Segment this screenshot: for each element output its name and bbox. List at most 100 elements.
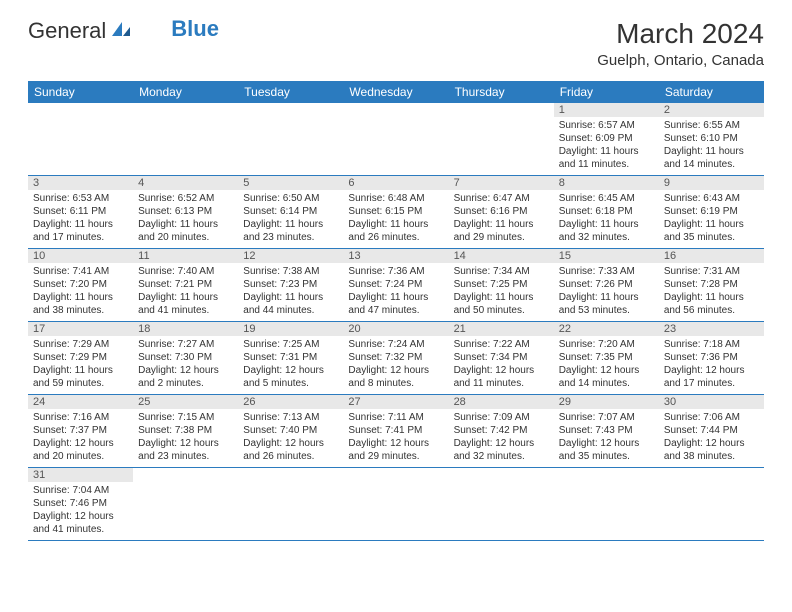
daylight-text-2: and 29 minutes. bbox=[348, 450, 443, 463]
date-number: 24 bbox=[28, 395, 133, 409]
daylight-text-2: and 20 minutes. bbox=[33, 450, 128, 463]
date-number: 1 bbox=[554, 103, 659, 117]
day-details: Sunrise: 7:36 AMSunset: 7:24 PMDaylight:… bbox=[343, 263, 448, 321]
daylight-text-1: Daylight: 12 hours bbox=[664, 437, 759, 450]
sunset-text: Sunset: 7:32 PM bbox=[348, 351, 443, 364]
sunset-text: Sunset: 7:41 PM bbox=[348, 424, 443, 437]
day-cell-15: 15Sunrise: 7:33 AMSunset: 7:26 PMDayligh… bbox=[554, 249, 659, 321]
day-details: Sunrise: 6:52 AMSunset: 6:13 PMDaylight:… bbox=[133, 190, 238, 248]
daylight-text-1: Daylight: 11 hours bbox=[454, 218, 549, 231]
day-cell-16: 16Sunrise: 7:31 AMSunset: 7:28 PMDayligh… bbox=[659, 249, 764, 321]
empty-cell bbox=[238, 103, 343, 175]
week-row: 17Sunrise: 7:29 AMSunset: 7:29 PMDayligh… bbox=[28, 322, 764, 395]
day-cell-9: 9Sunrise: 6:43 AMSunset: 6:19 PMDaylight… bbox=[659, 176, 764, 248]
day-cell-22: 22Sunrise: 7:20 AMSunset: 7:35 PMDayligh… bbox=[554, 322, 659, 394]
day-details: Sunrise: 7:06 AMSunset: 7:44 PMDaylight:… bbox=[659, 409, 764, 467]
day-cell-18: 18Sunrise: 7:27 AMSunset: 7:30 PMDayligh… bbox=[133, 322, 238, 394]
empty-cell bbox=[449, 103, 554, 175]
date-number: 20 bbox=[343, 322, 448, 336]
sunset-text: Sunset: 7:40 PM bbox=[243, 424, 338, 437]
day-details: Sunrise: 7:11 AMSunset: 7:41 PMDaylight:… bbox=[343, 409, 448, 467]
daylight-text-1: Daylight: 12 hours bbox=[348, 437, 443, 450]
sunset-text: Sunset: 7:30 PM bbox=[138, 351, 233, 364]
calendar: SundayMondayTuesdayWednesdayThursdayFrid… bbox=[28, 81, 764, 541]
logo-text-general: General bbox=[28, 18, 106, 44]
sunset-text: Sunset: 7:37 PM bbox=[33, 424, 128, 437]
day-header-monday: Monday bbox=[133, 81, 238, 103]
day-header-thursday: Thursday bbox=[449, 81, 554, 103]
date-number: 12 bbox=[238, 249, 343, 263]
daylight-text-1: Daylight: 12 hours bbox=[454, 364, 549, 377]
sunrise-text: Sunrise: 6:52 AM bbox=[138, 192, 233, 205]
day-details: Sunrise: 7:40 AMSunset: 7:21 PMDaylight:… bbox=[133, 263, 238, 321]
day-cell-4: 4Sunrise: 6:52 AMSunset: 6:13 PMDaylight… bbox=[133, 176, 238, 248]
daylight-text-2: and 17 minutes. bbox=[664, 377, 759, 390]
daylight-text-1: Daylight: 12 hours bbox=[664, 364, 759, 377]
sunrise-text: Sunrise: 7:20 AM bbox=[559, 338, 654, 351]
daylight-text-1: Daylight: 11 hours bbox=[33, 218, 128, 231]
sunset-text: Sunset: 7:25 PM bbox=[454, 278, 549, 291]
daylight-text-1: Daylight: 11 hours bbox=[348, 291, 443, 304]
daylight-text-1: Daylight: 11 hours bbox=[664, 145, 759, 158]
day-cell-11: 11Sunrise: 7:40 AMSunset: 7:21 PMDayligh… bbox=[133, 249, 238, 321]
sunset-text: Sunset: 7:24 PM bbox=[348, 278, 443, 291]
empty-cell bbox=[133, 468, 238, 540]
day-details: Sunrise: 7:04 AMSunset: 7:46 PMDaylight:… bbox=[28, 482, 133, 540]
day-details: Sunrise: 7:25 AMSunset: 7:31 PMDaylight:… bbox=[238, 336, 343, 394]
day-details: Sunrise: 6:50 AMSunset: 6:14 PMDaylight:… bbox=[238, 190, 343, 248]
day-header-row: SundayMondayTuesdayWednesdayThursdayFrid… bbox=[28, 81, 764, 103]
day-details: Sunrise: 6:47 AMSunset: 6:16 PMDaylight:… bbox=[449, 190, 554, 248]
date-number: 3 bbox=[28, 176, 133, 190]
sunset-text: Sunset: 7:34 PM bbox=[454, 351, 549, 364]
daylight-text-2: and 14 minutes. bbox=[664, 158, 759, 171]
sunset-text: Sunset: 7:31 PM bbox=[243, 351, 338, 364]
sunset-text: Sunset: 7:20 PM bbox=[33, 278, 128, 291]
date-number: 29 bbox=[554, 395, 659, 409]
daylight-text-2: and 23 minutes. bbox=[138, 450, 233, 463]
day-cell-28: 28Sunrise: 7:09 AMSunset: 7:42 PMDayligh… bbox=[449, 395, 554, 467]
sunrise-text: Sunrise: 6:48 AM bbox=[348, 192, 443, 205]
date-number: 16 bbox=[659, 249, 764, 263]
sunset-text: Sunset: 7:28 PM bbox=[664, 278, 759, 291]
date-number: 23 bbox=[659, 322, 764, 336]
day-details: Sunrise: 6:43 AMSunset: 6:19 PMDaylight:… bbox=[659, 190, 764, 248]
sunrise-text: Sunrise: 7:16 AM bbox=[33, 411, 128, 424]
date-number: 11 bbox=[133, 249, 238, 263]
day-header-saturday: Saturday bbox=[659, 81, 764, 103]
day-cell-27: 27Sunrise: 7:11 AMSunset: 7:41 PMDayligh… bbox=[343, 395, 448, 467]
daylight-text-2: and 35 minutes. bbox=[664, 231, 759, 244]
daylight-text-2: and 53 minutes. bbox=[559, 304, 654, 317]
sunrise-text: Sunrise: 7:27 AM bbox=[138, 338, 233, 351]
day-details: Sunrise: 7:22 AMSunset: 7:34 PMDaylight:… bbox=[449, 336, 554, 394]
sunset-text: Sunset: 7:46 PM bbox=[33, 497, 128, 510]
day-cell-12: 12Sunrise: 7:38 AMSunset: 7:23 PMDayligh… bbox=[238, 249, 343, 321]
day-details: Sunrise: 6:53 AMSunset: 6:11 PMDaylight:… bbox=[28, 190, 133, 248]
daylight-text-2: and 11 minutes. bbox=[559, 158, 654, 171]
daylight-text-1: Daylight: 12 hours bbox=[33, 437, 128, 450]
month-title: March 2024 bbox=[597, 18, 764, 50]
sunrise-text: Sunrise: 7:36 AM bbox=[348, 265, 443, 278]
daylight-text-1: Daylight: 11 hours bbox=[559, 145, 654, 158]
daylight-text-2: and 38 minutes. bbox=[33, 304, 128, 317]
daylight-text-2: and 38 minutes. bbox=[664, 450, 759, 463]
sunset-text: Sunset: 7:29 PM bbox=[33, 351, 128, 364]
sunset-text: Sunset: 6:13 PM bbox=[138, 205, 233, 218]
day-details: Sunrise: 7:09 AMSunset: 7:42 PMDaylight:… bbox=[449, 409, 554, 467]
sunrise-text: Sunrise: 7:24 AM bbox=[348, 338, 443, 351]
daylight-text-2: and 26 minutes. bbox=[348, 231, 443, 244]
empty-cell bbox=[554, 468, 659, 540]
empty-cell bbox=[238, 468, 343, 540]
day-header-tuesday: Tuesday bbox=[238, 81, 343, 103]
empty-cell bbox=[343, 103, 448, 175]
sunset-text: Sunset: 6:09 PM bbox=[559, 132, 654, 145]
sunrise-text: Sunrise: 7:41 AM bbox=[33, 265, 128, 278]
sunset-text: Sunset: 7:42 PM bbox=[454, 424, 549, 437]
day-details: Sunrise: 7:33 AMSunset: 7:26 PMDaylight:… bbox=[554, 263, 659, 321]
date-number: 15 bbox=[554, 249, 659, 263]
daylight-text-1: Daylight: 12 hours bbox=[138, 437, 233, 450]
sunrise-text: Sunrise: 7:04 AM bbox=[33, 484, 128, 497]
daylight-text-2: and 41 minutes. bbox=[33, 523, 128, 536]
day-cell-10: 10Sunrise: 7:41 AMSunset: 7:20 PMDayligh… bbox=[28, 249, 133, 321]
date-number: 14 bbox=[449, 249, 554, 263]
sunrise-text: Sunrise: 7:29 AM bbox=[33, 338, 128, 351]
